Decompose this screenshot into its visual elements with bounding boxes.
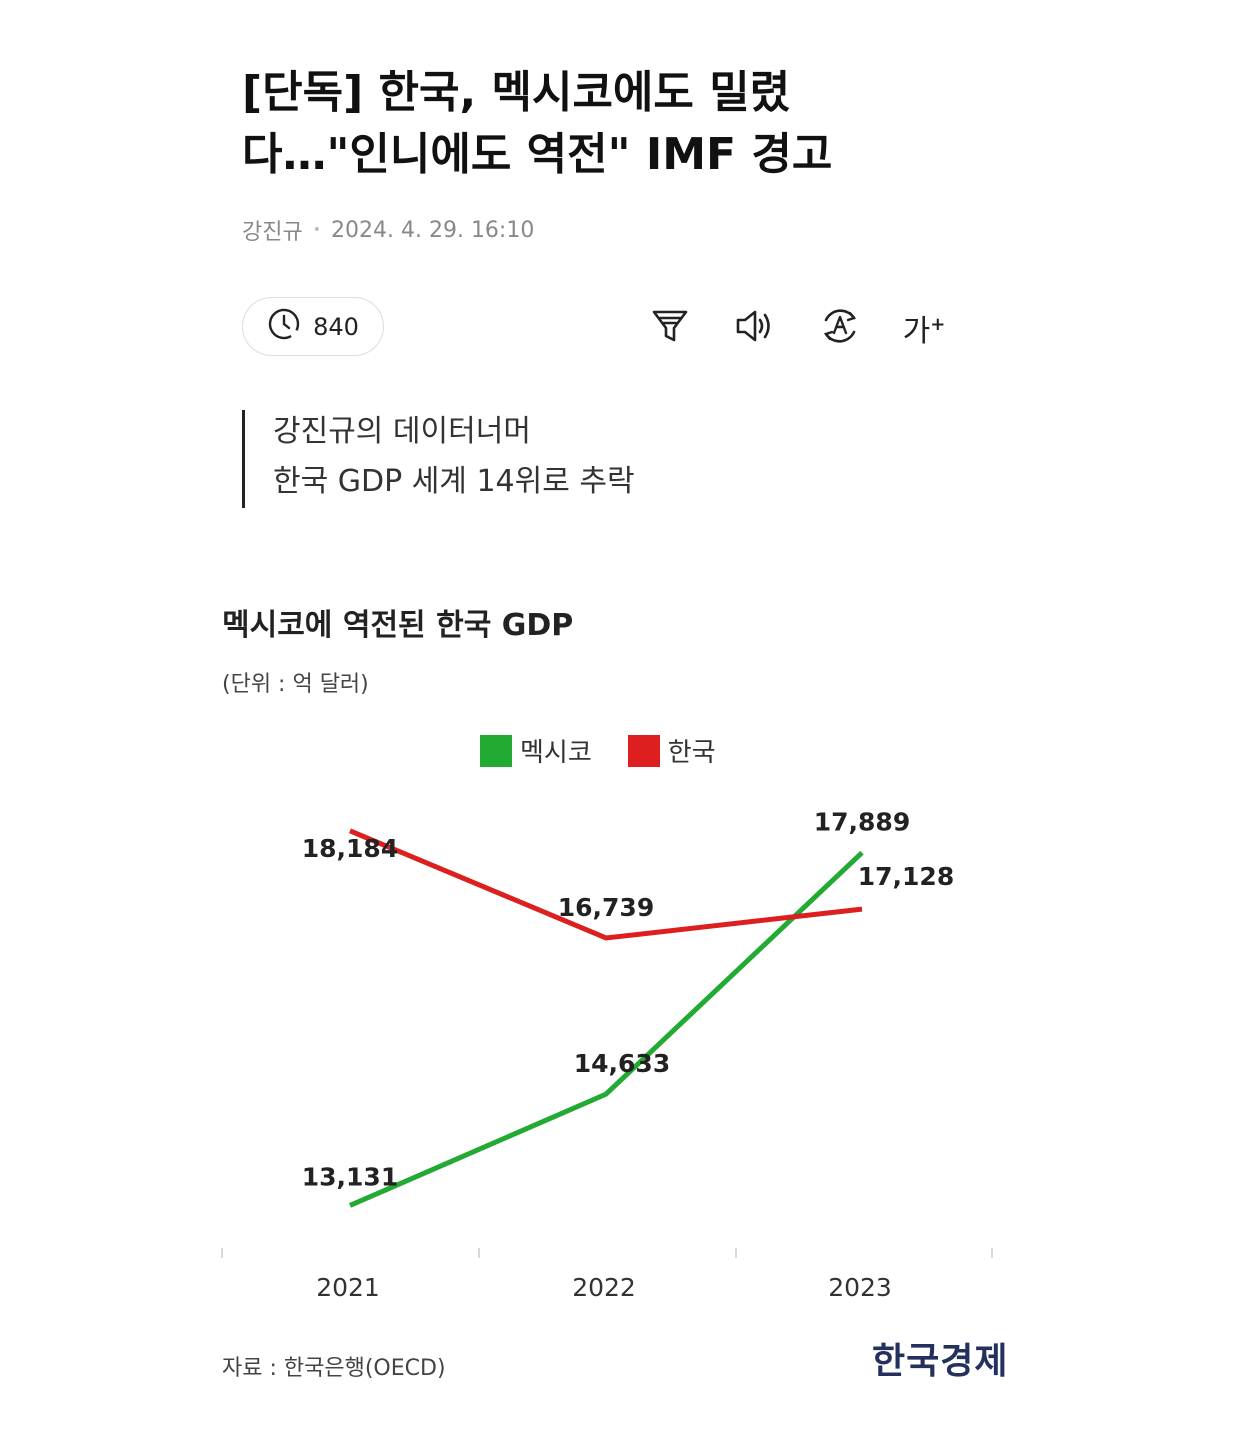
chart-unit: (단위 : 억 달러) [222, 672, 369, 697]
chart-legend: 멕시코 한국 [480, 732, 752, 769]
article-summary: 강진규의 데이터너머 한국 GDP 세계 14위로 추락 [242, 410, 635, 508]
series-line-korea [349, 828, 863, 941]
data-label-mexico-2022: 14,633 [574, 1049, 670, 1078]
series-line-mexico [349, 850, 864, 1208]
legend-label-korea: 한국 [667, 738, 716, 768]
chart-source: 자료 : 한국은행(OECD) [222, 1356, 446, 1381]
author-name[interactable]: 강진규 [242, 220, 303, 245]
article-title-line2: 다…"인니에도 역전" IMF 경고 [242, 129, 833, 180]
font-size-button[interactable]: 가+ [896, 300, 952, 356]
data-label-korea-2023: 17,128 [858, 862, 954, 891]
summary-filter-icon [650, 306, 690, 350]
byline: 강진규 • 2024. 4. 29. 16:10 [242, 214, 534, 246]
translate-icon [818, 304, 862, 352]
separator-dot: • [312, 222, 321, 238]
x-tick-label-2022: 2022 [572, 1273, 636, 1302]
chart-title: 멕시코에 역전된 한국 GDP [222, 608, 574, 643]
font-size-plus: + [930, 314, 946, 335]
summary-filter-button[interactable] [642, 300, 698, 356]
font-size-icon: 가+ [903, 306, 946, 350]
data-label-mexico-2023: 17,889 [814, 808, 910, 837]
legend-swatch-mexico [480, 734, 512, 767]
legend-item-mexico: 멕시코 [480, 732, 592, 769]
x-tick-label-2021: 2021 [316, 1273, 380, 1302]
speaker-icon [732, 306, 776, 350]
data-label-mexico-2021: 13,131 [302, 1162, 398, 1191]
text-to-speech-button[interactable] [726, 300, 782, 356]
data-label-korea-2021: 18,184 [302, 834, 398, 863]
summary-line1: 강진규의 데이터너머 [273, 414, 531, 449]
article-title-line1: [단독] 한국, 멕시코에도 밀렸 [242, 67, 791, 118]
x-tick-label-2023: 2023 [828, 1273, 892, 1302]
view-count: 840 [313, 312, 359, 341]
article-title: [단독] 한국, 멕시코에도 밀렸 다…"인니에도 역전" IMF 경고 [242, 62, 962, 186]
clock-icon [267, 307, 301, 347]
translate-button[interactable] [812, 300, 868, 356]
article-toolbar: 가+ [640, 300, 960, 356]
legend-swatch-korea [627, 734, 660, 767]
legend-item-korea: 한국 [627, 732, 716, 769]
legend-label-mexico: 멕시코 [520, 738, 592, 768]
font-size-label: 가 [902, 314, 931, 349]
publisher-logo: 한국경제 [872, 1340, 1009, 1382]
publish-datetime: 2024. 4. 29. 16:10 [331, 217, 535, 243]
view-count-badge: 840 [242, 297, 384, 356]
data-label-korea-2022: 16,739 [558, 893, 654, 922]
summary-line2: 한국 GDP 세계 14위로 추락 [273, 464, 635, 499]
